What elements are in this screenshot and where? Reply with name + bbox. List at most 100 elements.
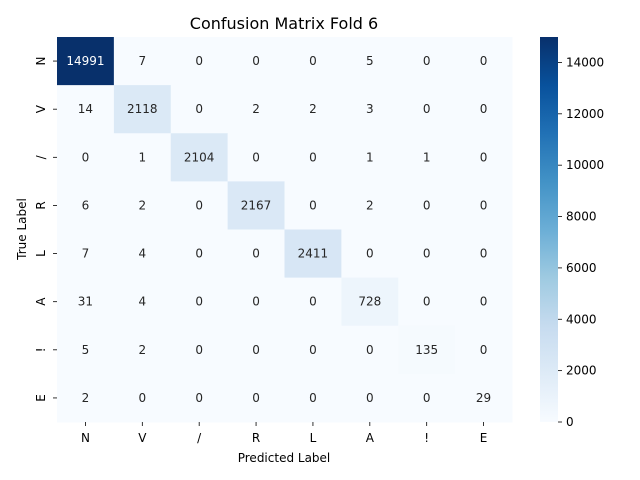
cell-value-label: 0	[480, 54, 488, 68]
colorbar-tick-label: 12000	[566, 107, 604, 121]
cell-value-label: 2167	[241, 198, 272, 212]
heatmap-cell	[455, 325, 513, 375]
colorbar	[540, 37, 558, 422]
colorbar-tick-label: 2000	[566, 364, 597, 378]
heatmap-cell	[113, 325, 172, 375]
x-tick-label: A	[366, 431, 375, 445]
heatmap-cell	[455, 277, 513, 327]
cell-value-label: 1	[138, 150, 146, 164]
cell-value-label: 0	[480, 102, 488, 116]
heatmap-cell	[341, 277, 399, 327]
heatmap-cell	[227, 181, 285, 230]
cell-value-label: 0	[423, 295, 431, 309]
heatmap-cell	[57, 181, 115, 230]
cell-value-label: 31	[78, 295, 93, 309]
heatmap-cell	[398, 37, 456, 86]
cell-value-label: 0	[252, 247, 260, 261]
cell-value-label: 728	[358, 295, 381, 309]
heatmap-cells: 14991 7 0 0 0 5 0 014 2118 0 2 2 3 0 00 1 2104 0 0 1 1 06 2 0 21…	[57, 37, 513, 423]
y-tick-label: R	[34, 201, 48, 209]
cell-value-label: 0	[195, 343, 203, 357]
heatmap-cell	[113, 85, 172, 134]
cell-value-label: 2104	[184, 150, 215, 164]
heatmap-cell	[341, 133, 399, 182]
cell-value-label: 0	[309, 343, 317, 357]
heatmap-cell	[57, 373, 115, 423]
y-axis-ticks: N V / R L A! E	[34, 57, 57, 402]
cell-value-label: 0	[309, 54, 317, 68]
y-axis-label: True Label	[15, 198, 29, 261]
cell-value-label: 2118	[127, 102, 158, 116]
heatmap-cell	[170, 325, 229, 375]
cell-value-label: 2	[82, 391, 90, 405]
cell-value-label: 7	[138, 54, 146, 68]
heatmap-cell	[398, 229, 456, 279]
heatmap-cell	[455, 181, 513, 230]
heatmap-cell	[284, 133, 342, 182]
cell-value-label: 2	[252, 102, 260, 116]
heatmap-cell	[455, 37, 513, 86]
cell-value-label: 0	[309, 150, 317, 164]
cell-value-label: 0	[195, 295, 203, 309]
heatmap-cell	[284, 85, 342, 134]
cell-value-label: 0	[423, 54, 431, 68]
heatmap-cell	[398, 133, 456, 182]
heatmap-cell	[57, 277, 115, 327]
heatmap-cell	[113, 181, 172, 230]
cell-value-label: 0	[309, 391, 317, 405]
heatmap-cell	[113, 37, 172, 86]
cell-value-label: 0	[423, 391, 431, 405]
y-tick-label: A	[34, 297, 48, 306]
cell-value-label: 14991	[66, 54, 104, 68]
colorbar-tick-label: 8000	[566, 210, 597, 224]
heatmap-cell	[284, 229, 342, 279]
heatmap-cell	[57, 37, 115, 86]
chart-title: Confusion Matrix Fold 6	[190, 14, 378, 33]
x-tick-label: /	[197, 431, 202, 445]
heatmap-cell	[113, 133, 172, 182]
cell-value-label: 0	[195, 54, 203, 68]
cell-value-label: 0	[252, 343, 260, 357]
heatmap-cell	[227, 229, 285, 279]
heatmap-cell	[398, 85, 456, 134]
colorbar-tick-label: 0	[566, 415, 574, 429]
heatmap-cell	[341, 37, 399, 86]
cell-value-label: 2	[309, 102, 317, 116]
y-tick-label: E	[34, 394, 48, 402]
cell-value-label: 0	[480, 247, 488, 261]
heatmap-cell	[227, 277, 285, 327]
cell-value-label: 0	[480, 343, 488, 357]
cell-value-label: 2	[366, 198, 374, 212]
colorbar-tick-label: 4000	[566, 312, 597, 326]
y-tick-label: /	[34, 154, 48, 159]
heatmap-cell	[57, 133, 115, 182]
cell-value-label: 0	[366, 247, 374, 261]
heatmap-cell	[284, 37, 342, 86]
cell-value-label: 2	[138, 343, 146, 357]
cell-value-label: 29	[476, 391, 491, 405]
cell-value-label: 0	[195, 247, 203, 261]
heatmap-cell	[227, 133, 285, 182]
heatmap-cell	[170, 181, 229, 230]
cell-value-label: 4	[138, 295, 146, 309]
heatmap-cell	[455, 373, 513, 423]
heatmap-cell	[341, 85, 399, 134]
x-tick-label: !	[424, 431, 429, 445]
heatmap-cell	[455, 85, 513, 134]
x-axis-ticks: N V / R L A! E	[81, 422, 487, 445]
heatmap-cell	[284, 373, 342, 423]
heatmap-cell	[57, 325, 115, 375]
cell-value-label: 0	[423, 198, 431, 212]
cell-value-label: 3	[366, 102, 374, 116]
colorbar-tick-label: 10000	[566, 158, 604, 172]
heatmap-cell	[227, 373, 285, 423]
heatmap-cell	[170, 229, 229, 279]
cell-value-label: 2411	[298, 247, 329, 261]
y-tick-label: N	[34, 57, 48, 66]
x-tick-label: V	[138, 431, 147, 445]
cell-value-label: 0	[309, 295, 317, 309]
heatmap-cell	[341, 229, 399, 279]
heatmap-cell	[398, 373, 456, 423]
heatmap-cell	[227, 37, 285, 86]
cell-value-label: 0	[195, 198, 203, 212]
